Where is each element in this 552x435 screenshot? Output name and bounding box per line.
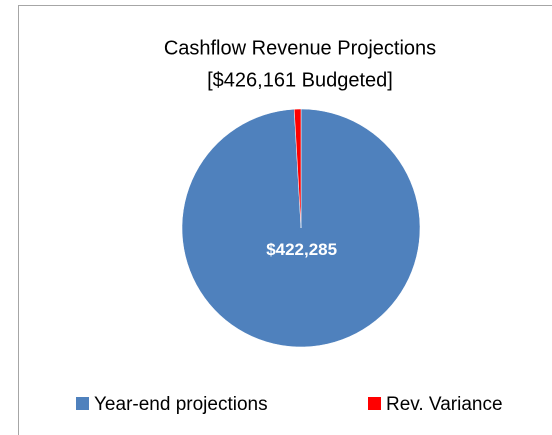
data-label: $422,285: [266, 240, 337, 259]
legend: Year-end projections Rev. Variance: [76, 394, 503, 415]
chart-title: Cashflow Revenue Projections: [164, 37, 436, 59]
legend-label: Rev. Variance: [386, 394, 503, 415]
pie-slice: [293, 108, 302, 229]
pie: $422,285: [181, 108, 421, 348]
legend-swatch: [76, 397, 89, 410]
legend-label: Year-end projections: [94, 394, 268, 415]
legend-swatch: [368, 397, 381, 410]
chart-subtitle: [$426,161 Budgeted]: [207, 69, 393, 91]
